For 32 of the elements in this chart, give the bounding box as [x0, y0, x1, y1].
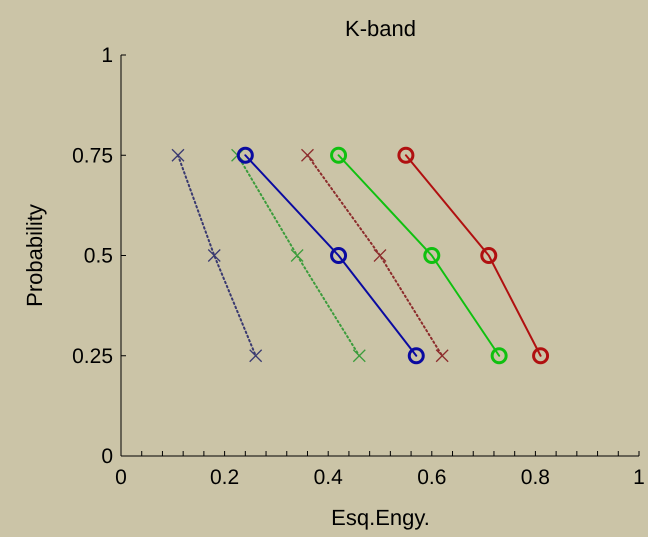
- point: [330, 247, 348, 264]
- point: [436, 349, 449, 362]
- point: [408, 347, 425, 364]
- point: [480, 247, 498, 264]
- point: [330, 146, 348, 164]
- point: [290, 248, 304, 262]
- point: [249, 349, 262, 362]
- x-tick-label: 0.6: [417, 466, 446, 489]
- point: [208, 248, 221, 262]
- x-tick-label: 0.4: [314, 466, 344, 489]
- point: [236, 146, 254, 164]
- chart-title: K-band: [345, 16, 416, 41]
- y-tick-label: 1: [101, 44, 113, 67]
- point: [397, 146, 414, 164]
- y-tick-label: 0: [101, 445, 113, 468]
- x-tick-label: 1: [633, 466, 645, 489]
- point: [352, 349, 366, 362]
- point: [532, 347, 550, 364]
- x-tick-label: 0.2: [210, 466, 240, 489]
- x-tick-label: 0.8: [520, 466, 550, 489]
- point: [300, 148, 314, 162]
- x-axis-title: Esq.Engy.: [331, 505, 430, 530]
- point: [423, 247, 440, 264]
- y-tick-label: 0.75: [72, 144, 113, 168]
- y-tick-label: 0.25: [72, 344, 113, 368]
- point: [171, 148, 185, 162]
- point: [373, 248, 387, 262]
- x-tick-label: 0: [115, 466, 127, 489]
- y-axis-title: Probability: [22, 204, 47, 307]
- point: [230, 148, 244, 162]
- point: [490, 347, 508, 364]
- y-tick-label: 0.5: [84, 244, 113, 268]
